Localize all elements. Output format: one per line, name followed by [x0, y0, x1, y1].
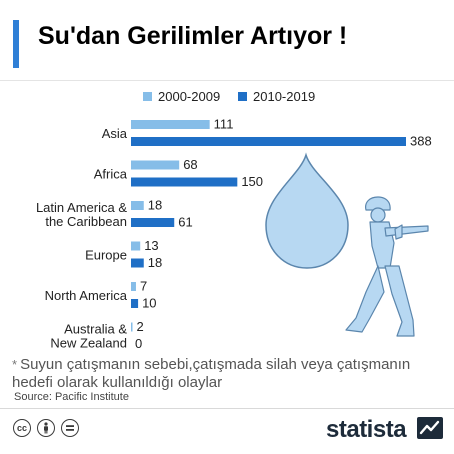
bar-series-1 [131, 201, 144, 210]
legend-swatch-series-2 [238, 92, 247, 101]
category-label: the Caribbean [45, 214, 127, 229]
bar-series-1 [131, 120, 210, 129]
bar-series-1 [131, 160, 180, 170]
soldier-silhouette-icon [345, 196, 429, 337]
data-label: 7 [140, 279, 147, 294]
footnote: * Suyun çatışmanın sebebi,çatışmada silah… [12, 356, 452, 392]
water-drop-icon [265, 152, 349, 269]
category-label: Asia [102, 126, 128, 141]
legend-label-series-2: 2010-2019 [253, 89, 316, 104]
data-label: 18 [148, 198, 162, 213]
data-label: 61 [178, 215, 192, 230]
data-label: 18 [148, 255, 162, 270]
bar-series-1 [131, 282, 136, 291]
statista-logo-icon[interactable] [417, 417, 443, 439]
license-icons: cc [13, 419, 79, 437]
bar-series-2 [131, 299, 139, 308]
footnote-text: Suyun çatışmanın sebebi,çatışmada silah … [12, 356, 411, 391]
statista-brand[interactable]: statista [326, 416, 407, 443]
equals-glyph [66, 425, 74, 431]
data-label: 10 [142, 296, 156, 311]
bar-series-2 [131, 177, 238, 187]
category-label: Australia & [64, 322, 127, 337]
source-note: Source: Pacific Institute [14, 391, 129, 403]
data-label: 2 [137, 319, 144, 334]
no-derivatives-icon[interactable] [61, 419, 79, 437]
chart-legend: 2000-2009 2010-2019 [0, 89, 454, 107]
category-label: Africa [94, 167, 128, 182]
bar-series-1 [131, 241, 141, 251]
illustration [265, 152, 429, 337]
title-bar: Su'dan Gerilimler Artıyor ! [0, 0, 454, 80]
person-glyph [44, 422, 48, 434]
category-label: Europe [85, 248, 127, 263]
title-accent-bar [13, 20, 19, 68]
creative-commons-icon[interactable]: cc [13, 419, 31, 437]
bar-series-1 [131, 322, 133, 332]
bar-series-2 [131, 218, 175, 227]
category-label: Latin America & [36, 200, 127, 215]
attribution-icon[interactable] [37, 419, 55, 437]
bar-chart: Asia 111 388 Africa 68 150 Latin America &the … [36, 117, 432, 352]
page-title: Su'dan Gerilimler Artıyor ! [38, 22, 348, 50]
legend-item-series-1: 2000-2009 [143, 89, 220, 104]
footer-divider [0, 408, 454, 409]
footnote-marker: * [12, 357, 18, 372]
legend-swatch-series-1 [143, 92, 152, 101]
data-label: 388 [410, 134, 432, 149]
data-label: 68 [183, 157, 197, 172]
legend-label-series-1: 2000-2009 [158, 89, 221, 104]
data-label: 0 [135, 336, 142, 351]
title-divider [0, 80, 454, 81]
bar-series-2 [131, 258, 144, 268]
data-label: 150 [241, 174, 263, 189]
data-label: 13 [144, 238, 158, 253]
category-label: New Zealand [50, 336, 127, 351]
bar-series-2 [131, 137, 406, 146]
legend-item-series-2: 2010-2019 [238, 89, 315, 104]
category-label: North America [45, 288, 128, 303]
bar-series-group: Asia 111 388 Africa 68 150 Latin America &the … [36, 117, 432, 352]
data-label: 111 [214, 117, 234, 132]
